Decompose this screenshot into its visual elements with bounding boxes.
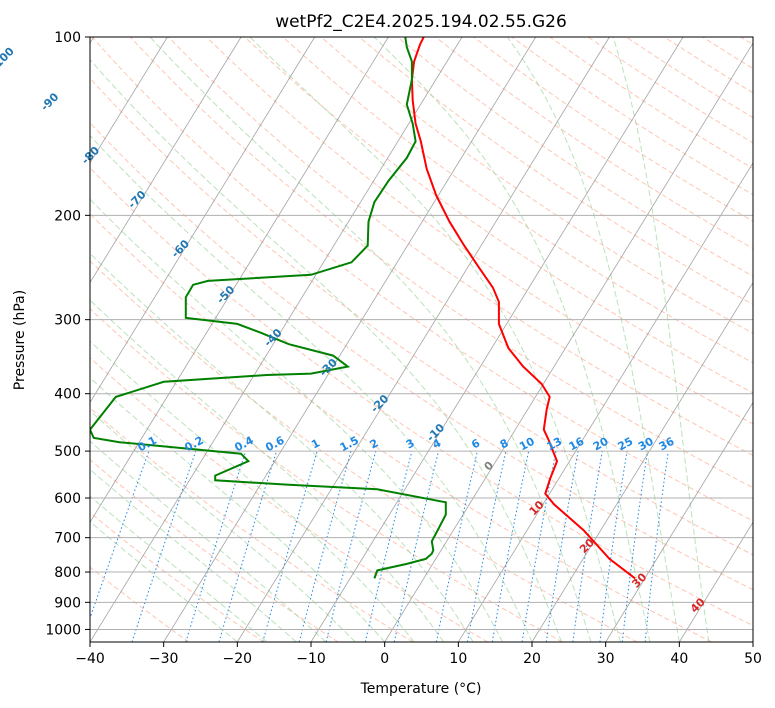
moist-adiabat-line <box>90 495 268 642</box>
moist-adiabat-line <box>373 37 651 642</box>
dry-adiabat-line <box>91 37 753 522</box>
isotherm-line <box>90 37 168 164</box>
y-tick-label: 200 <box>54 208 81 224</box>
x-axis-label: Temperature (°C) <box>360 681 482 697</box>
isotherm-line <box>310 37 684 642</box>
mixing-ratio-label: 20 <box>591 435 611 454</box>
background-lines <box>90 37 753 642</box>
moist-adiabat-line <box>149 37 592 642</box>
isotherm-line <box>457 162 753 642</box>
isotherm-line <box>236 37 610 642</box>
mixing-ratio-line <box>599 451 628 642</box>
y-axis-label: Pressure (hPa) <box>12 290 28 390</box>
mixing-ratio-label: 16 <box>567 435 587 454</box>
mixing-ratio-label: 25 <box>616 435 636 454</box>
isotherm-line <box>605 401 753 642</box>
temperature-profile-line <box>410 37 636 580</box>
isotherm-line <box>90 37 389 523</box>
mixing-ratio-line <box>325 450 377 642</box>
mixing-ratio-label: 36 <box>657 435 677 454</box>
dry-adiabat-label: -100 <box>0 44 17 73</box>
y-tick-label: 600 <box>54 491 81 507</box>
mixing-ratio-line <box>621 451 648 642</box>
y-axis: 100 200 300 400 500 600 700 800 900 1000 <box>45 30 90 638</box>
mixing-ratio-line <box>90 450 150 620</box>
mixing-ratio-line <box>644 451 669 642</box>
plot-frame <box>89 36 754 643</box>
mixing-ratio-label: 13 <box>545 435 565 454</box>
isotherm-line <box>90 37 316 404</box>
x-tick-label: −40 <box>75 651 105 667</box>
moist-adiabat-line <box>90 134 533 642</box>
moist-adiabat-line <box>90 198 503 642</box>
mixing-ratio-line <box>185 450 247 642</box>
dry-adiabat-line <box>320 37 753 334</box>
dry-adiabat-line <box>90 357 488 642</box>
dry-adiabat-line <box>206 37 753 425</box>
x-tick-label: 30 <box>597 651 615 667</box>
x-tick-label: −10 <box>296 651 326 667</box>
y-tick-label: 400 <box>54 387 81 403</box>
mixing-ratio-line <box>131 450 197 642</box>
y-tick-label: 1000 <box>45 622 81 638</box>
moist-adiabat-line <box>90 340 415 642</box>
y-tick-label: 800 <box>54 565 81 581</box>
x-tick-label: 10 <box>449 651 467 667</box>
dry-adiabat-label: -90 <box>38 90 61 113</box>
isotherm-line <box>90 37 242 284</box>
x-tick-label: 50 <box>744 651 762 667</box>
mixing-ratio-line <box>572 451 603 642</box>
mixing-ratio-line <box>435 450 478 642</box>
moist-adiabat-line <box>90 299 444 642</box>
dry-adiabat-line <box>358 37 753 306</box>
isotherm-line <box>384 42 753 642</box>
x-tick-label: −30 <box>149 651 179 667</box>
mixing-ratio-label: 10 <box>517 435 537 454</box>
mixing-ratio-line <box>298 450 352 642</box>
plot-background <box>90 37 753 642</box>
y-tick-label: 300 <box>54 313 81 329</box>
isotherm-line <box>752 641 753 642</box>
x-tick-label: 0 <box>380 651 389 667</box>
y-tick-label: 100 <box>54 30 81 46</box>
x-tick-label: 40 <box>670 651 688 667</box>
moist-adiabat-line <box>506 37 680 642</box>
chart-title: wetPf2_C2E4.2025.194.02.55.G26 <box>275 12 567 32</box>
mixing-ratio-line <box>262 450 318 642</box>
moist-adiabat-line <box>90 468 297 642</box>
y-tick-label: 700 <box>54 531 81 547</box>
y-tick-label: 500 <box>54 444 81 460</box>
data-series <box>90 37 636 580</box>
dry-adiabat-line <box>90 260 638 642</box>
dry-adiabat-line <box>90 213 712 642</box>
y-tick-label: 900 <box>54 595 81 611</box>
moist-adiabat-line <box>90 410 356 642</box>
x-axis: −40 −30 −20 −10 0 10 20 30 40 50 <box>75 642 762 667</box>
dry-adiabat-line <box>90 511 264 642</box>
mixing-ratio-label: 30 <box>636 435 656 454</box>
moist-adiabat-line <box>612 37 710 642</box>
moist-adiabat-line <box>90 58 562 642</box>
x-tick-label: −20 <box>223 651 253 667</box>
dry-adiabat-line <box>168 37 753 456</box>
mixing-ratio-line <box>364 450 413 642</box>
moist-adiabat-line <box>249 37 621 642</box>
dry-adiabat-line <box>90 121 753 591</box>
moist-adiabat-line <box>90 440 327 642</box>
moist-adiabat-line <box>90 521 238 642</box>
dewpoint-profile-line <box>90 37 447 579</box>
dry-adiabat-line <box>90 458 339 642</box>
mixing-ratio-line <box>218 450 278 642</box>
isotherm-line <box>678 521 753 642</box>
isotherm-line <box>163 37 537 642</box>
x-tick-label: 20 <box>523 651 541 667</box>
moist-adiabat-line <box>90 377 386 642</box>
